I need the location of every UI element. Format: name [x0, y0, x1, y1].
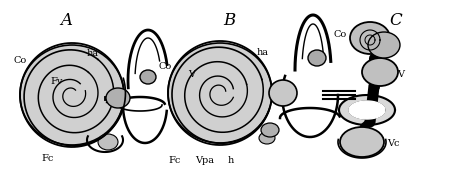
Ellipse shape	[308, 50, 326, 66]
Text: Co: Co	[13, 56, 27, 65]
Text: Fc: Fc	[41, 154, 53, 163]
Text: Fv: Fv	[50, 77, 63, 86]
Ellipse shape	[168, 43, 272, 143]
Text: C: C	[390, 12, 402, 29]
Text: Co: Co	[333, 30, 347, 39]
Ellipse shape	[20, 45, 124, 145]
Ellipse shape	[350, 22, 390, 54]
Ellipse shape	[106, 88, 130, 108]
Text: Vc: Vc	[387, 139, 400, 148]
Text: ha: ha	[87, 49, 99, 58]
Polygon shape	[339, 95, 395, 125]
Text: V: V	[397, 70, 405, 79]
Ellipse shape	[259, 132, 275, 144]
Ellipse shape	[269, 80, 297, 106]
Text: Co: Co	[158, 62, 172, 71]
Text: Vpa: Vpa	[195, 156, 214, 165]
Text: Fc: Fc	[168, 156, 180, 165]
Ellipse shape	[98, 134, 118, 150]
Ellipse shape	[140, 70, 156, 84]
Text: h: h	[228, 156, 234, 165]
Text: V: V	[189, 70, 196, 79]
Polygon shape	[349, 101, 385, 119]
Text: ha: ha	[257, 48, 269, 57]
Ellipse shape	[368, 32, 400, 58]
Ellipse shape	[261, 123, 279, 137]
Ellipse shape	[362, 58, 398, 86]
Text: A: A	[61, 12, 72, 29]
Ellipse shape	[340, 127, 384, 157]
Text: B: B	[223, 12, 235, 29]
